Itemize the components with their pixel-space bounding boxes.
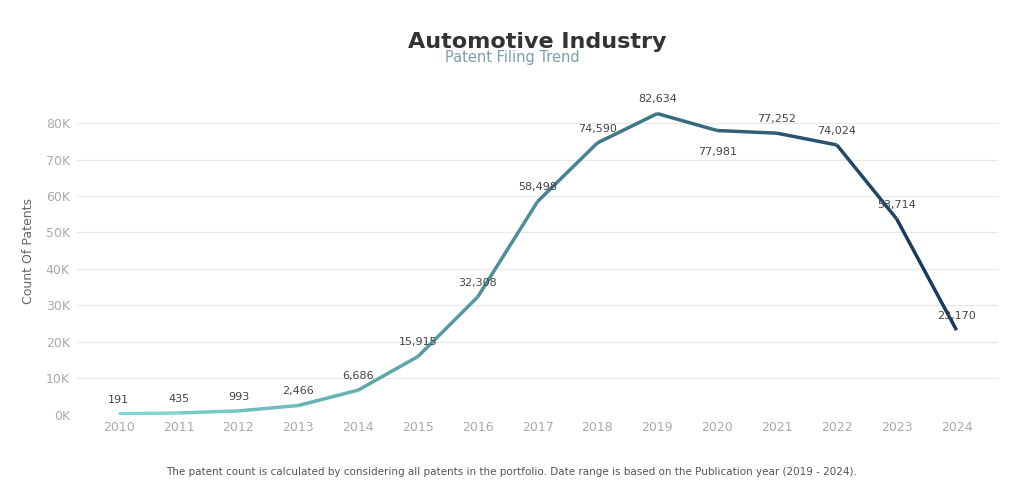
Text: 74,590: 74,590 <box>578 124 616 134</box>
Text: 82,634: 82,634 <box>638 94 677 105</box>
Text: 23,170: 23,170 <box>937 311 976 321</box>
Text: Patent Filing Trend: Patent Filing Trend <box>444 50 580 66</box>
Text: 74,024: 74,024 <box>817 126 856 136</box>
Text: 15,915: 15,915 <box>398 337 437 348</box>
Text: 77,981: 77,981 <box>697 147 736 157</box>
Text: 435: 435 <box>168 394 189 404</box>
Text: 191: 191 <box>109 395 129 405</box>
Text: 58,498: 58,498 <box>518 182 557 192</box>
Y-axis label: Count Of Patents: Count Of Patents <box>22 198 35 304</box>
Text: 77,252: 77,252 <box>758 114 797 124</box>
Text: 993: 993 <box>227 392 249 402</box>
Title: Automotive Industry: Automotive Industry <box>409 32 667 52</box>
Text: The patent count is calculated by considering all patents in the portfolio. Date: The patent count is calculated by consid… <box>167 467 857 477</box>
Text: 53,714: 53,714 <box>878 200 916 210</box>
Text: 32,308: 32,308 <box>459 278 497 288</box>
Text: 2,466: 2,466 <box>283 387 314 396</box>
Text: 6,686: 6,686 <box>342 371 374 381</box>
